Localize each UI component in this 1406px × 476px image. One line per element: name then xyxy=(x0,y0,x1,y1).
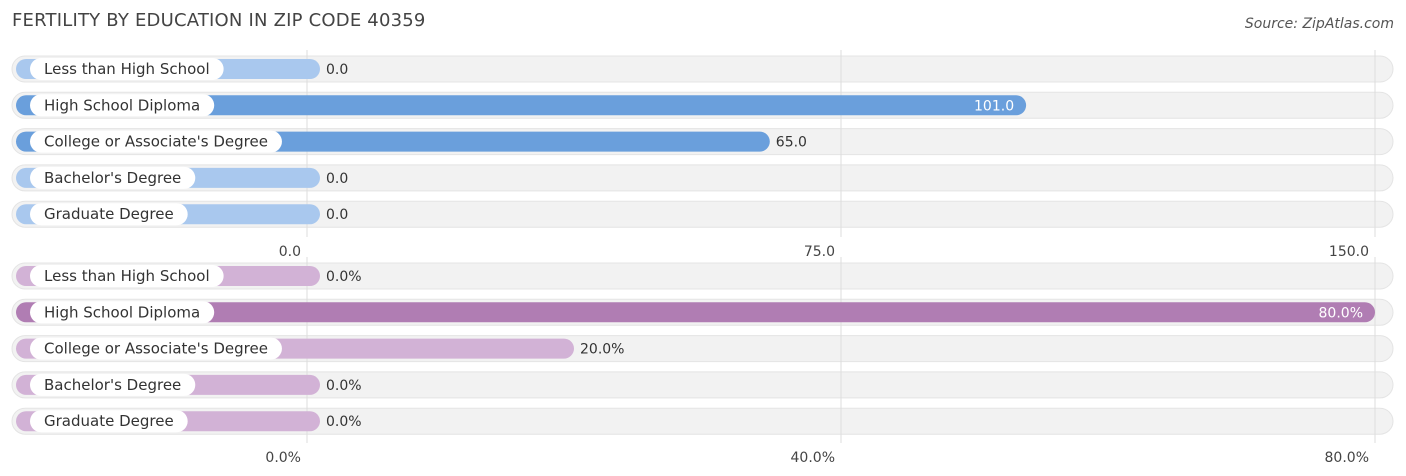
category-pill xyxy=(30,410,188,433)
bar xyxy=(16,302,1375,323)
row-background xyxy=(11,371,1394,399)
value-label: 65.0 xyxy=(776,135,807,151)
category-pill xyxy=(30,373,196,396)
category-pill xyxy=(30,130,282,153)
category-label: College or Associate's Degree xyxy=(44,133,268,151)
chart-panel-2: Less than High School 0.0% High School Dip… xyxy=(11,257,1394,466)
value-label: 101.0 xyxy=(974,98,1014,114)
chart-title: FERTILITY BY EDUCATION IN ZIP CODE 40359 xyxy=(12,10,426,31)
category-pill xyxy=(30,166,196,189)
tick-label: 75.0 xyxy=(804,244,835,260)
category-pill xyxy=(30,203,188,226)
chart-panel-1: Less than High School 0.0 High School Dipl… xyxy=(11,50,1394,260)
category-label: Less than High School xyxy=(44,267,210,285)
value-label: 0.0% xyxy=(326,378,362,394)
value-label: 20.0% xyxy=(580,342,624,358)
category-label: Bachelor's Degree xyxy=(44,169,181,187)
bar xyxy=(16,95,1027,116)
category-pill xyxy=(30,94,215,117)
value-label: 0.0 xyxy=(326,207,348,223)
value-label: 0.0% xyxy=(326,269,362,285)
tick-label: 150.0 xyxy=(1329,244,1369,260)
value-label: 0.0 xyxy=(326,62,348,78)
source-note: Source: ZipAtlas.com xyxy=(1244,16,1394,32)
row-background xyxy=(11,407,1394,435)
category-pill xyxy=(30,265,224,287)
row-background xyxy=(11,200,1394,228)
category-label: Bachelor's Degree xyxy=(44,376,181,394)
row-background xyxy=(11,262,1394,290)
value-label: 0.0 xyxy=(326,171,348,187)
tick-label: 0.0% xyxy=(265,450,301,466)
category-pill xyxy=(30,301,215,324)
category-label: Graduate Degree xyxy=(44,412,174,430)
tick-label: 80.0% xyxy=(1325,450,1369,466)
value-label: 0.0% xyxy=(326,414,362,430)
category-pill xyxy=(30,58,224,80)
tick-label: 0.0 xyxy=(279,244,301,260)
row-background xyxy=(11,164,1394,192)
category-label: College or Associate's Degree xyxy=(44,340,268,358)
value-label: 80.0% xyxy=(1319,305,1363,321)
category-label: Less than High School xyxy=(44,60,210,78)
tick-label: 40.0% xyxy=(791,450,835,466)
category-label: Graduate Degree xyxy=(44,205,174,223)
category-pill xyxy=(30,337,282,360)
category-label: High School Diploma xyxy=(44,96,200,114)
row-background xyxy=(11,55,1394,83)
category-label: High School Diploma xyxy=(44,303,200,321)
